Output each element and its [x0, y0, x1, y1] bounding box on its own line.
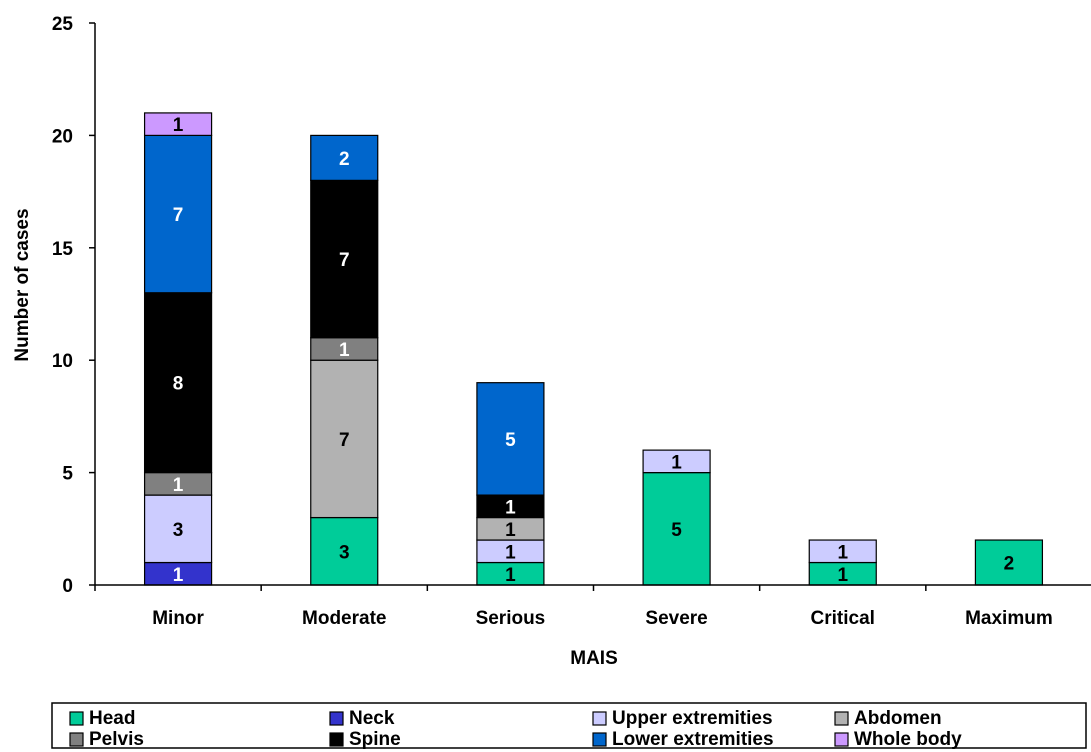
y-tick-label: 10: [52, 351, 73, 372]
bar-segment: [310, 134, 379, 181]
legend-label: Pelvis: [89, 729, 144, 750]
x-axis-title: MAIS: [570, 648, 618, 669]
legend-label: Lower extremities: [612, 729, 774, 750]
bar-segment: [642, 449, 711, 474]
data-label: 7: [339, 250, 350, 271]
data-label: 2: [1004, 554, 1015, 575]
data-label: 2: [339, 149, 350, 170]
y-tick-label: 25: [52, 14, 74, 35]
data-label: 3: [173, 520, 184, 541]
legend-label: Neck: [349, 708, 395, 729]
x-tick-label: Moderate: [302, 608, 386, 629]
data-label: 5: [671, 520, 682, 541]
bar-segment: [143, 134, 213, 294]
bar-segment: [974, 539, 1044, 586]
y-tick-label: 20: [52, 126, 73, 147]
bar-segment: [476, 382, 545, 496]
bar-segment: [642, 472, 711, 586]
legend-swatch: [69, 711, 84, 726]
legend-box: [51, 702, 1087, 749]
legend-label: Abdomen: [854, 708, 942, 729]
data-label: 8: [173, 374, 184, 395]
bar-segment: [310, 359, 379, 519]
bar-segment: [143, 112, 213, 136]
bar-segment: [808, 539, 877, 564]
legend-swatch: [592, 732, 607, 747]
data-label: 1: [173, 475, 184, 496]
x-axis-ticks: Minor Moderate Serious Severe Critical Maximu…: [94, 585, 1053, 629]
legend-label: Whole body: [854, 729, 962, 750]
data-label: 1: [173, 565, 184, 586]
y-tick-label: 5: [62, 464, 73, 485]
x-tick-label: Minor: [152, 608, 204, 629]
y-axis-title: Number of cases: [12, 208, 33, 361]
data-label: 1: [505, 520, 516, 541]
x-tick-label: Maximum: [965, 608, 1053, 629]
data-label: 1: [505, 497, 516, 518]
legend: Head Neck Upper extremities Abdomen Pelvis Sp…: [51, 702, 1087, 750]
data-label: 5: [505, 430, 516, 451]
data-label: 7: [339, 430, 350, 451]
legend-label: Head: [89, 708, 135, 729]
data-label: 1: [505, 542, 516, 563]
legend-swatch: [834, 711, 849, 726]
data-label: 3: [339, 542, 350, 563]
bar-segment: [310, 179, 379, 339]
x-tick-label: Serious: [476, 608, 546, 629]
data-label: 1: [837, 565, 848, 586]
bar-segment: [143, 494, 213, 564]
legend-swatch: [69, 732, 84, 747]
data-label: 1: [339, 340, 350, 361]
legend-label: Spine: [349, 729, 401, 750]
legend-swatch: [592, 711, 607, 726]
data-label: 1: [505, 565, 516, 586]
legend-swatch: [329, 732, 344, 747]
y-tick-label: 15: [52, 239, 74, 260]
data-label: 1: [173, 115, 184, 136]
data-label: 1: [671, 452, 682, 473]
legend-swatch: [329, 711, 344, 726]
bar-segment: [143, 292, 213, 474]
data-label: 1: [837, 542, 848, 563]
y-tick-label: 0: [62, 576, 73, 597]
legend-swatch: [834, 732, 849, 747]
x-tick-label: Severe: [645, 608, 707, 629]
data-label: 7: [173, 205, 184, 226]
x-tick-label: Critical: [811, 608, 875, 629]
y-axis-ticks: 0 5 10 15 20 25: [52, 14, 95, 597]
legend-label: Upper extremities: [612, 708, 773, 729]
